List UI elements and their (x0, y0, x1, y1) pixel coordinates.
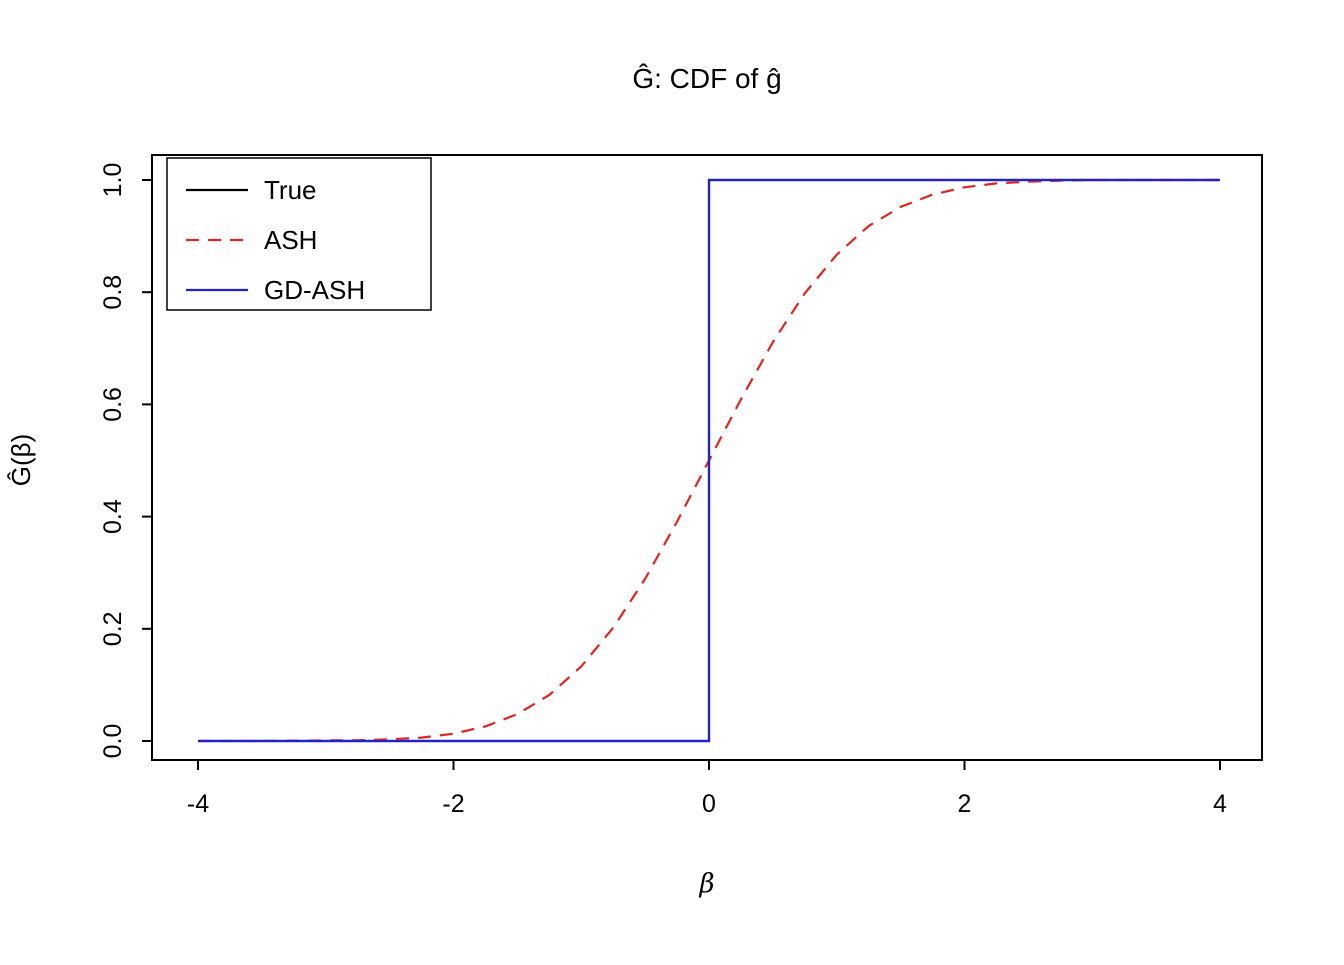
legend-entry-ash: ASH (186, 225, 317, 255)
legend-label-gd-ash: GD-ASH (264, 275, 365, 305)
legend-entry-gd-ash: GD-ASH (186, 275, 365, 305)
legend-box (166, 157, 432, 311)
y-tick-label: 0.8 (99, 275, 127, 310)
y-tick-label: 0.0 (99, 724, 127, 759)
y-tick-label: 0.2 (99, 611, 127, 646)
legend-label-ash: ASH (264, 225, 317, 255)
series-gd-ash-line (198, 178, 1220, 743)
plot-border (151, 154, 1263, 761)
y-tick-label: 0.6 (99, 387, 127, 422)
chart-title: Ĝ: CDF of ĝ (632, 63, 781, 94)
plot-content: -4 -2 0 2 4 0.0 0.2 0.4 0.6 0.8 1.0 True ASH GD-ASH (99, 154, 1263, 818)
y-tick-label: 0.4 (99, 499, 127, 534)
x-axis-label: β (698, 869, 714, 899)
y-axis-label: Ĝ(β) (6, 434, 36, 487)
x-tick-label: 2 (958, 790, 972, 818)
x-tick-label: -4 (187, 790, 209, 818)
y-tick-label: 1.0 (99, 163, 127, 198)
x-tick-label: 0 (702, 790, 716, 818)
x-tick-label: 4 (1213, 790, 1227, 818)
legend-label-true: True (264, 175, 317, 205)
x-tick-label: -2 (442, 790, 464, 818)
legend: True ASH GD-ASH (166, 157, 432, 311)
legend-entry-true: True (186, 175, 317, 205)
